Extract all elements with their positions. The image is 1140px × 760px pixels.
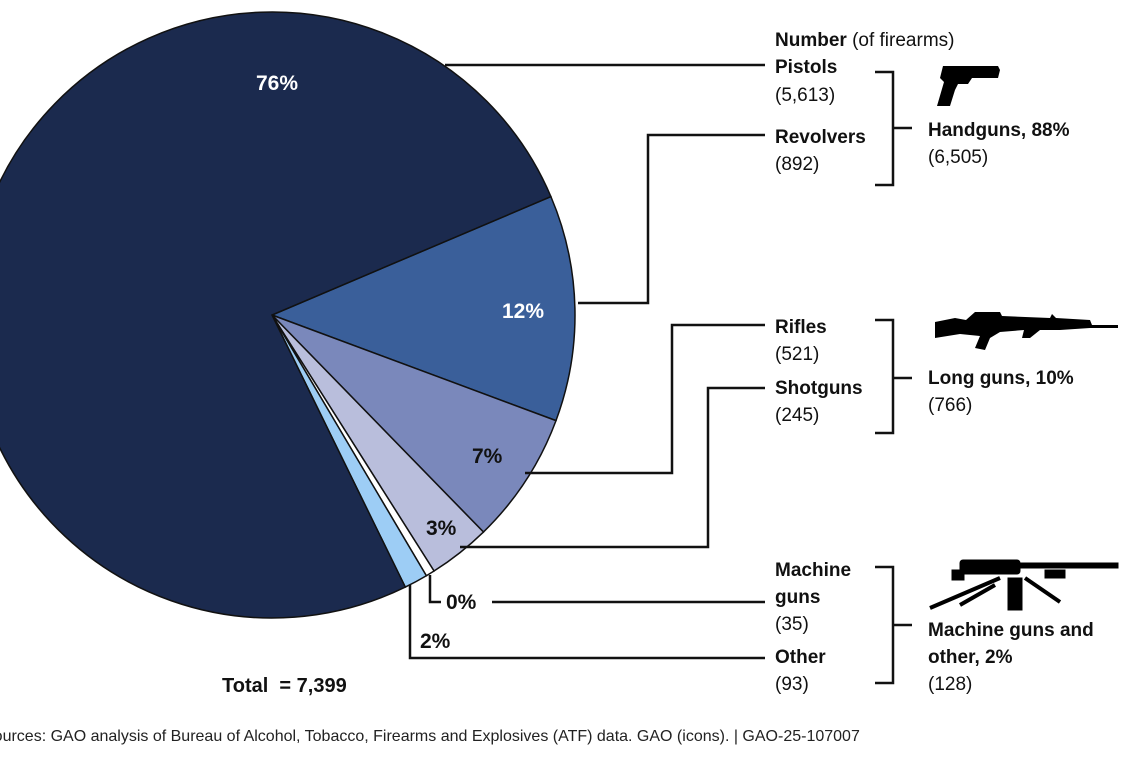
machine-guns-count: (35) <box>775 614 809 635</box>
pistol-icon <box>937 66 1000 106</box>
leader-lines <box>408 63 912 685</box>
shotguns-label: Shotguns <box>775 378 863 399</box>
rifles-count: (521) <box>775 344 820 365</box>
slice-pistols <box>0 11 552 619</box>
handguns-label: Handguns, 88% <box>928 120 1070 141</box>
slice-rifles <box>271 314 557 534</box>
total-label: Total = 7,399 <box>222 676 347 696</box>
leader-revolvers <box>578 133 765 305</box>
legend-header-rest: (of firearms) <box>846 30 955 51</box>
leader-other <box>408 585 765 660</box>
bracket-long-guns <box>875 318 895 435</box>
label-other-pct: 2% <box>420 630 451 653</box>
long-guns-label: Long guns, 10% <box>928 368 1074 389</box>
pistols-label: Pistols <box>775 57 838 78</box>
rifles-label: Rifles <box>775 317 827 338</box>
leader-machine-guns <box>428 575 441 604</box>
long-guns-count: (766) <box>928 395 973 416</box>
pistols-count: (5,613) <box>775 85 836 106</box>
leader-rifles <box>525 323 765 475</box>
label-shotguns-pct: 3% <box>426 517 457 540</box>
leader-shotguns <box>460 386 765 549</box>
revolvers-label: Revolvers <box>775 127 866 148</box>
total-text: Total <box>222 675 269 697</box>
bracket-handguns <box>875 70 895 187</box>
source-note: Sources: GAO analysis of Bureau of Alcoh… <box>0 728 860 745</box>
label-machine-guns-pct: 0% <box>446 591 477 614</box>
shotguns-count: (245) <box>775 405 820 426</box>
machine-guns-label-2: guns <box>775 587 821 608</box>
handguns-count: (6,505) <box>928 147 989 168</box>
label-rifles-pct: 7% <box>472 445 503 468</box>
slice-revolvers <box>269 195 576 422</box>
machine-guns-label-1: Machine <box>775 560 852 581</box>
revolvers-count: (892) <box>775 154 820 175</box>
machine-other-count: (128) <box>928 674 973 695</box>
rifle-icon <box>935 312 1118 350</box>
label-revolvers-pct: 12% <box>502 300 545 323</box>
legend-header-bold: Number <box>775 30 847 51</box>
machine-gun-icon <box>929 559 1119 611</box>
total-value: = 7,399 <box>279 675 347 697</box>
bracket-machine-other <box>875 565 895 685</box>
label-pistols-pct: 76% <box>256 72 299 95</box>
machine-other-label-2: other, 2% <box>928 647 1013 668</box>
machine-other-label-1: Machine guns and <box>928 620 1094 641</box>
other-count: (93) <box>775 674 809 695</box>
other-label: Other <box>775 647 826 668</box>
legend-header: Number (of firearms) <box>775 31 954 50</box>
